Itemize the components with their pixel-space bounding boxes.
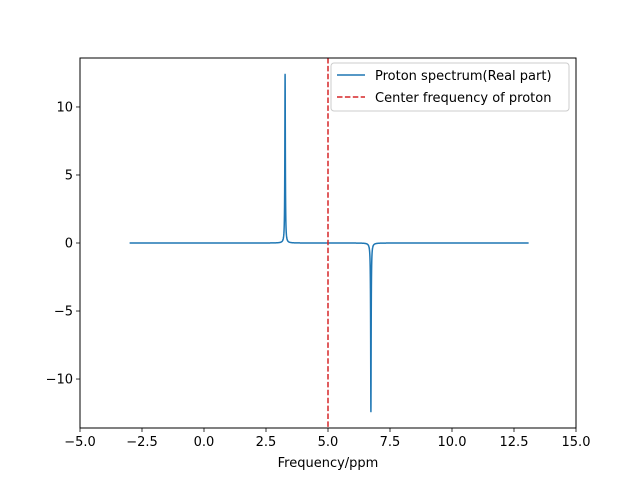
x-tick-label: 0.0 (194, 435, 215, 450)
x-tick-label: 5.0 (318, 435, 339, 450)
x-tick-label: 2.5 (256, 435, 277, 450)
y-tick-label: 5 (65, 168, 73, 183)
x-axis: −5.0 −2.5 0.0 2.5 5.0 7.5 10.0 12.5 15.0 (64, 428, 590, 450)
x-axis-label: Frequency/ppm (278, 456, 379, 471)
legend: Proton spectrum(Real part) Center freque… (330, 62, 570, 112)
legend-box (330, 62, 570, 112)
legend-label-spectrum: Proton spectrum(Real part) (375, 69, 552, 84)
legend-label-center: Center frequency of proton (375, 91, 551, 106)
x-tick-label: 7.5 (380, 435, 401, 450)
axes-frame (79, 57, 577, 429)
x-tick-label: −5.0 (64, 435, 96, 450)
x-tick-label: 10.0 (438, 435, 467, 450)
series-proton-spectrum (129, 73, 530, 413)
x-tick-label: 12.5 (500, 435, 529, 450)
y-tick-label: −10 (46, 373, 73, 388)
y-tick-label: 0 (65, 237, 73, 252)
plot-area (129, 58, 530, 428)
y-tick-label: 10 (56, 100, 73, 115)
y-tick-label: −5 (54, 305, 73, 320)
x-tick-label: −2.5 (126, 435, 158, 450)
x-tick-label: 15.0 (562, 435, 591, 450)
y-axis: −10 −5 0 5 10 (46, 100, 80, 388)
